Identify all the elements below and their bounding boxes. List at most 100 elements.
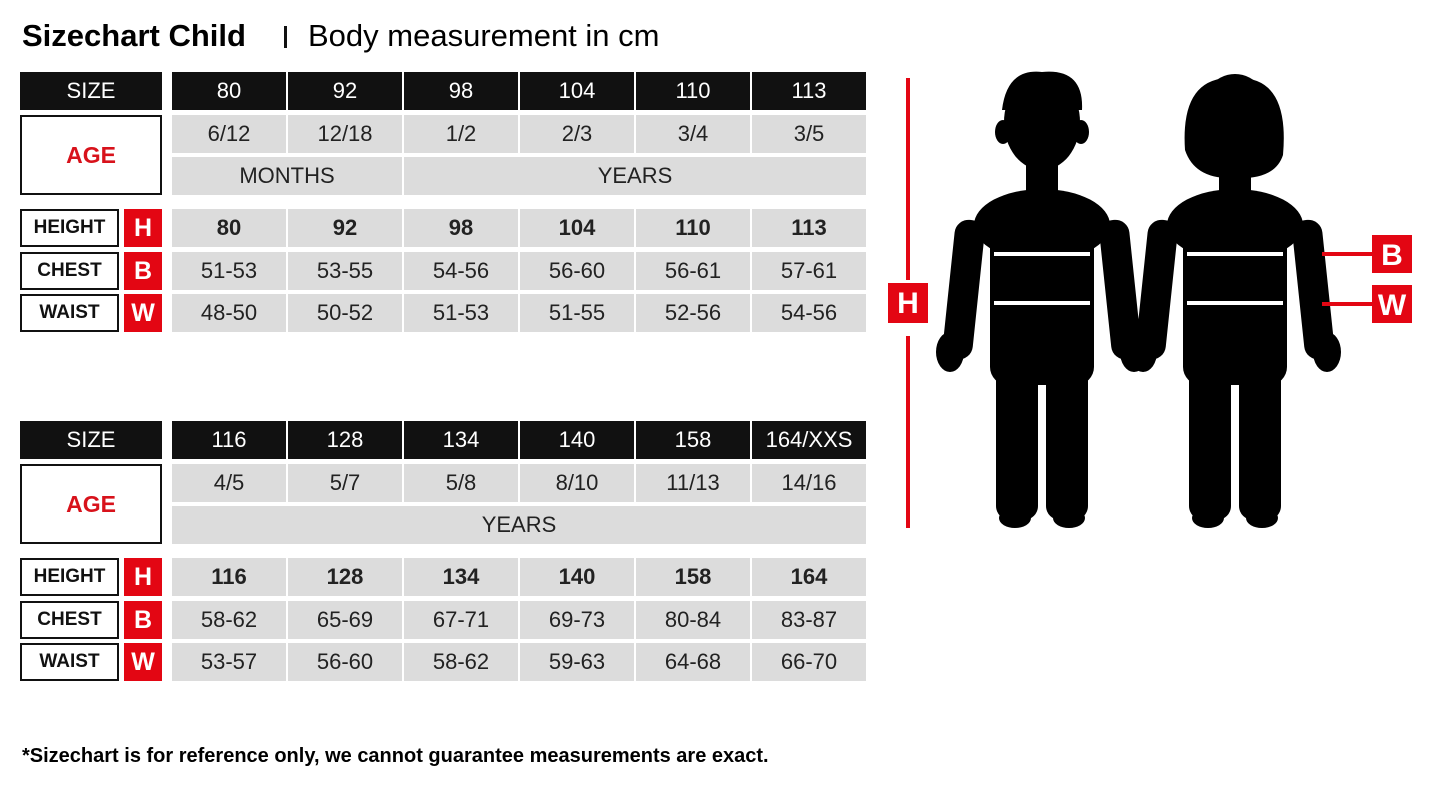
separator (284, 26, 287, 48)
silhouette-part (999, 508, 1031, 528)
age-cell: 5/8 (404, 464, 518, 502)
height-letter: H (897, 287, 919, 320)
value-cell: 53-55 (288, 252, 402, 290)
row-label: HEIGHT (20, 209, 119, 247)
value-cell: 54-56 (404, 252, 518, 290)
silhouette-part (1099, 219, 1142, 360)
silhouette-part (1313, 332, 1341, 372)
subtitle: Body measurement in cm (308, 18, 660, 53)
age-cell: 4/5 (172, 464, 286, 502)
age-cell: 8/10 (520, 464, 634, 502)
silhouette-part (1189, 360, 1231, 520)
value-cell: 140 (520, 558, 634, 596)
value-cell: 134 (404, 558, 518, 596)
row-label: CHEST (20, 601, 119, 639)
silhouette-part (1246, 508, 1278, 528)
age-cell: 11/13 (636, 464, 750, 502)
row-label: CHEST (20, 252, 119, 290)
value-cell: 116 (172, 558, 286, 596)
silhouette-part (1053, 508, 1085, 528)
silhouette-part (1192, 508, 1224, 528)
value-cell: 57-61 (752, 252, 866, 290)
value-cell: 48-50 (172, 294, 286, 332)
value-cell: 56-60 (288, 643, 402, 681)
value-cell: 69-73 (520, 601, 634, 639)
value-cell: 52-56 (636, 294, 750, 332)
size-cell: 134 (404, 421, 518, 459)
age-unit: YEARS (404, 157, 866, 195)
silhouette-part (1073, 120, 1089, 144)
size-cell: 140 (520, 421, 634, 459)
silhouette-part (996, 360, 1038, 520)
age-label: AGE (20, 115, 162, 195)
row-label: WAIST (20, 643, 119, 681)
silhouette-part (1129, 332, 1157, 372)
value-cell: 104 (520, 209, 634, 247)
value-cell: 50-52 (288, 294, 402, 332)
size-cell: 104 (520, 72, 634, 110)
value-cell: 51-53 (172, 252, 286, 290)
size-cell: 80 (172, 72, 286, 110)
silhouette-part (1197, 74, 1273, 170)
age-cell: 6/12 (172, 115, 286, 153)
value-cell: 58-62 (172, 601, 286, 639)
silhouette-part (942, 219, 985, 360)
value-cell: 80 (172, 209, 286, 247)
row-label: WAIST (20, 294, 119, 332)
value-cell: 56-60 (520, 252, 634, 290)
size-label: SIZE (20, 72, 162, 110)
age-cell: 1/2 (404, 115, 518, 153)
value-cell: 158 (636, 558, 750, 596)
value-cell: 92 (288, 209, 402, 247)
value-cell: 53-57 (172, 643, 286, 681)
age-unit: YEARS (172, 506, 866, 544)
silhouette-part (1135, 219, 1178, 360)
waist-letter: W (1378, 289, 1407, 322)
value-cell: 64-68 (636, 643, 750, 681)
age-cell: 3/4 (636, 115, 750, 153)
silhouette-part (995, 120, 1011, 144)
size-cell: 164/XXS (752, 421, 866, 459)
value-cell: 54-56 (752, 294, 866, 332)
value-cell: 65-69 (288, 601, 402, 639)
value-cell: 51-53 (404, 294, 518, 332)
chest-letter: B (1381, 239, 1403, 272)
row-label: HEIGHT (20, 558, 119, 596)
value-cell: 67-71 (404, 601, 518, 639)
row-letter: W (124, 294, 162, 332)
value-cell: 83-87 (752, 601, 866, 639)
row-letter: B (124, 252, 162, 290)
row-letter: B (124, 601, 162, 639)
size-cell: 92 (288, 72, 402, 110)
size-cell: 98 (404, 72, 518, 110)
value-cell: 51-55 (520, 294, 634, 332)
age-cell: 5/7 (288, 464, 402, 502)
title: Sizechart Child (22, 18, 246, 53)
silhouette-part (1183, 210, 1287, 385)
silhouette-part (1046, 360, 1088, 520)
value-cell: 128 (288, 558, 402, 596)
value-cell: 164 (752, 558, 866, 596)
silhouette-part (1239, 360, 1281, 520)
age-unit: MONTHS (172, 157, 402, 195)
value-cell: 56-61 (636, 252, 750, 290)
value-cell: 80-84 (636, 601, 750, 639)
size-cell: 113 (752, 72, 866, 110)
size-label: SIZE (20, 421, 162, 459)
value-cell: 110 (636, 209, 750, 247)
size-cell: 110 (636, 72, 750, 110)
size-cell: 128 (288, 421, 402, 459)
silhouette-part (990, 210, 1094, 385)
figure: H B W (888, 71, 1412, 528)
value-cell: 58-62 (404, 643, 518, 681)
size-cell: 158 (636, 421, 750, 459)
age-cell: 2/3 (520, 115, 634, 153)
row-letter: H (124, 209, 162, 247)
value-cell: 113 (752, 209, 866, 247)
silhouette-part (936, 332, 964, 372)
value-cell: 98 (404, 209, 518, 247)
value-cell: 66-70 (752, 643, 866, 681)
row-letter: H (124, 558, 162, 596)
silhouette-part (1002, 71, 1083, 110)
